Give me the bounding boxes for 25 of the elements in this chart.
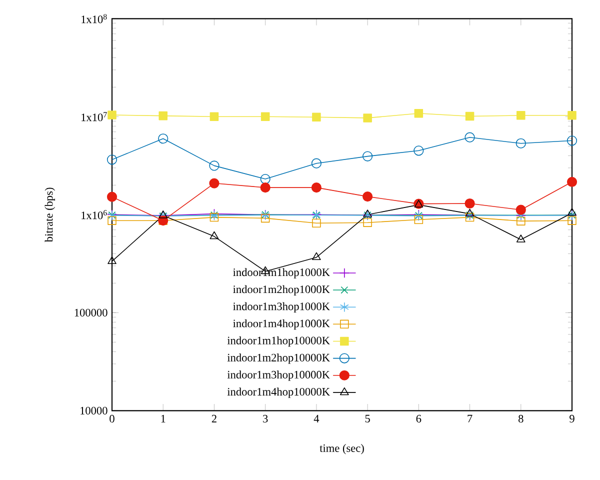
legend-label: indoor1m2hop10000K	[227, 353, 330, 364]
legend-label: indoor1m3hop10000K	[227, 370, 330, 381]
x-tick-label: 1	[161, 414, 166, 422]
y-axis-title: bitrate (bps)	[44, 188, 56, 242]
x-tick-label: 5	[365, 414, 370, 422]
x-tick-label: 0	[110, 414, 114, 423]
x-tick-label: 4	[314, 414, 320, 422]
x-tick-label: 7	[468, 414, 472, 422]
legend-label: indoor1m1hop1000K	[233, 268, 330, 278]
legend-label: indoor1m2hop1000K	[233, 285, 330, 296]
x-axis-title: time (sec)	[320, 444, 364, 454]
x-tick-label: 9	[570, 414, 574, 422]
y-tick-label: 10000	[80, 406, 108, 414]
y-tick-label: 1x10$^{8}$	[82, 14, 107, 24]
x-tick-label: 6	[416, 414, 422, 422]
x-tick-label: 3	[263, 414, 268, 422]
y-tick-label: 1x10$^{7}$	[82, 112, 107, 122]
legend-label: indoor1m4hop10000K	[227, 388, 330, 398]
y-tick-label: 100000	[74, 308, 108, 316]
y-tick-label: 1x10$^{6}$	[82, 210, 107, 220]
x-tick-label: 8	[518, 414, 524, 423]
legend-label: indoor1m3hop1000K	[233, 302, 330, 313]
legend-label: indoor1m4hop1000K	[233, 319, 330, 330]
legend-label: indoor1m1hop10000K	[227, 336, 330, 347]
x-tick-label: 2	[212, 414, 216, 422]
